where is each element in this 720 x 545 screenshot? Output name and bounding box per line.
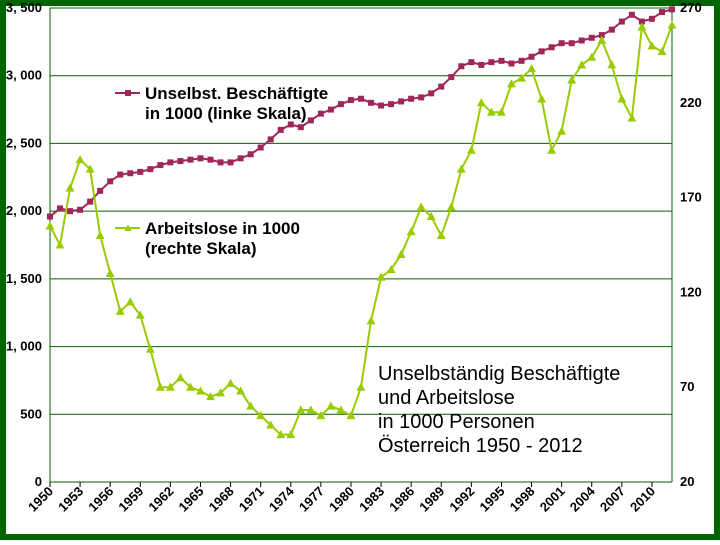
y-right-tick-label: 220 [680,95,702,110]
chart-title-line: Unselbständig Beschäftigte [378,363,620,385]
legend-label-arbeitslose: Arbeitslose in 1000 [145,219,300,238]
legend-label-unselbst: in 1000 (linke Skala) [145,104,307,123]
chart-title-line: Österreich 1950 - 2012 [378,435,583,457]
y-right-tick-label: 120 [680,284,702,299]
chart-title-line: und Arbeitslose [378,387,515,409]
y-right-tick-label: 70 [680,379,694,394]
y-right-tick-label: 20 [680,474,694,489]
y-left-tick-label: 2, 000 [6,203,42,218]
y-left-tick-label: 3, 500 [6,0,42,15]
y-right-tick-label: 270 [680,0,702,15]
y-left-tick-label: 2, 500 [6,135,42,150]
chart-title-line: in 1000 Personen [378,411,535,433]
chart-frame: 05001, 0001, 5002, 0002, 5003, 0003, 500… [0,0,720,540]
y-right-tick-label: 170 [680,190,702,205]
legend-label-arbeitslose: (rechte Skala) [145,239,257,258]
legend-label-unselbst: Unselbst. Beschäftigte [145,84,328,103]
y-left-tick-label: 500 [20,406,42,421]
y-left-tick-label: 3, 000 [6,68,42,83]
y-left-tick-label: 1, 000 [6,339,42,354]
y-left-tick-label: 1, 500 [6,271,42,286]
dual-axis-line-chart: 05001, 0001, 5002, 0002, 5003, 0003, 500… [0,0,720,540]
